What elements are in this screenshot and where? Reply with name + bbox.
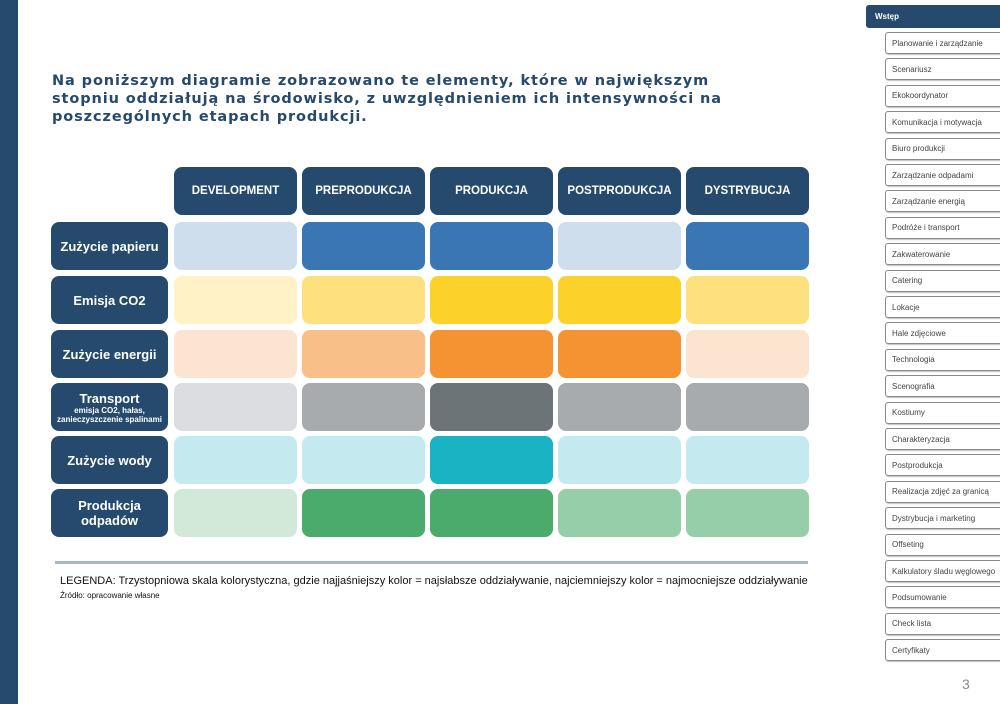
nav-item[interactable]: Realizacja zdjęć za granicą	[885, 480, 1000, 503]
column-header: DYSTRYBUCJA	[686, 167, 809, 215]
impact-cell	[558, 383, 681, 431]
nav-item[interactable]: Certyfikaty	[885, 639, 1000, 662]
impact-cell	[558, 222, 681, 270]
impact-cell	[558, 276, 681, 324]
impact-cell	[686, 436, 809, 484]
row-sublabel: emisja CO2, hałas, zanieczyszczenie spal…	[57, 405, 162, 424]
nav-item[interactable]: Dystrybucja i marketing	[885, 507, 1000, 530]
impact-cell	[430, 489, 553, 537]
impact-cell	[174, 383, 297, 431]
row-label: Produkcja odpadów	[51, 489, 168, 537]
impact-cell	[174, 222, 297, 270]
impact-cell	[302, 383, 425, 431]
nav-item[interactable]: Kostiumy	[885, 401, 1000, 424]
nav-item[interactable]: Zarządzanie odpadami	[885, 164, 1000, 186]
row-label: Emisja CO2	[51, 276, 168, 324]
impact-cell	[174, 489, 297, 537]
row-label-text: Zużycie energii	[62, 346, 157, 362]
impact-cell	[302, 276, 425, 324]
impact-cell	[686, 383, 809, 431]
nav-item[interactable]: Komunikacja i motywacja	[885, 111, 1000, 134]
row-label-text: Produkcja odpadów	[78, 498, 141, 528]
divider	[55, 561, 808, 564]
nav-item[interactable]: Ekokoordynator	[885, 84, 1000, 107]
nav-item[interactable]: Scenografia	[885, 375, 1000, 398]
impact-cell	[430, 330, 553, 378]
source-text: Źródło: opracowanie własne	[60, 591, 160, 600]
nav-item[interactable]: Kalkulatory śladu węglowego	[885, 560, 1000, 582]
impact-cell	[430, 276, 553, 324]
nav-item[interactable]: Technologia	[885, 348, 1000, 371]
impact-cell	[302, 436, 425, 484]
row-label: Zużycie energii	[51, 330, 168, 378]
impact-cell	[430, 436, 553, 484]
impact-cell	[174, 276, 297, 324]
row-label-text: Zużycie papieru	[60, 238, 159, 254]
nav-item[interactable]: Catering	[885, 269, 1000, 292]
row-label-text: Transport	[79, 390, 140, 406]
impact-cell	[174, 330, 297, 378]
nav-item[interactable]: Planowanie i zarządzanie	[885, 32, 1000, 54]
intro-text: Na poniższym diagramie zobrazowano te el…	[52, 73, 722, 125]
nav-item[interactable]: Lokacje	[885, 296, 1000, 318]
row-label-text: Zużycie wody	[67, 452, 152, 468]
nav-item[interactable]: Hale zdjęciowe	[885, 322, 1000, 345]
nav-item[interactable]: Charakteryzacja	[885, 428, 1000, 450]
column-header: POSTPRODUKCJA	[558, 167, 681, 215]
impact-cell	[302, 222, 425, 270]
nav-item[interactable]: Podsumowanie	[885, 586, 1000, 609]
nav-item[interactable]: Check lista	[885, 612, 1000, 635]
legend-text: LEGENDA: Trzystopniowa skala kolorystycz…	[60, 575, 808, 587]
impact-cell	[686, 489, 809, 537]
impact-cell	[302, 330, 425, 378]
row-label: Zużycie papieru	[51, 222, 168, 270]
nav-item[interactable]: Postprodukcja	[885, 454, 1000, 477]
impact-cell	[558, 330, 681, 378]
nav-item[interactable]: Zarządzanie energią	[885, 190, 1000, 213]
impact-cell	[174, 436, 297, 484]
nav-item-active[interactable]: Wstęp	[866, 5, 1000, 28]
impact-cell	[430, 222, 553, 270]
impact-cell	[558, 436, 681, 484]
column-header: PREPRODUKCJA	[302, 167, 425, 215]
left-accent-bar	[0, 0, 18, 704]
nav-item[interactable]: Zakwaterowanie	[885, 243, 1000, 266]
nav-item[interactable]: Biuro produkcji	[885, 137, 1000, 160]
impact-cell	[558, 489, 681, 537]
column-header: DEVELOPMENT	[174, 167, 297, 215]
nav-item[interactable]: Podróże i transport	[885, 216, 1000, 239]
impact-cell	[302, 489, 425, 537]
impact-cell	[686, 222, 809, 270]
nav-item[interactable]: Offseting	[885, 533, 1000, 556]
row-label-text: Emisja CO2	[73, 292, 146, 308]
impact-cell	[686, 276, 809, 324]
row-label: Zużycie wody	[51, 436, 168, 484]
column-header: PRODUKCJA	[430, 167, 553, 215]
row-label: Transport emisja CO2, hałas, zanieczyszcz…	[51, 383, 168, 431]
impact-cell	[430, 383, 553, 431]
page-number: 3	[962, 676, 970, 692]
impact-cell	[686, 330, 809, 378]
nav-item[interactable]: Scenariusz	[885, 58, 1000, 81]
